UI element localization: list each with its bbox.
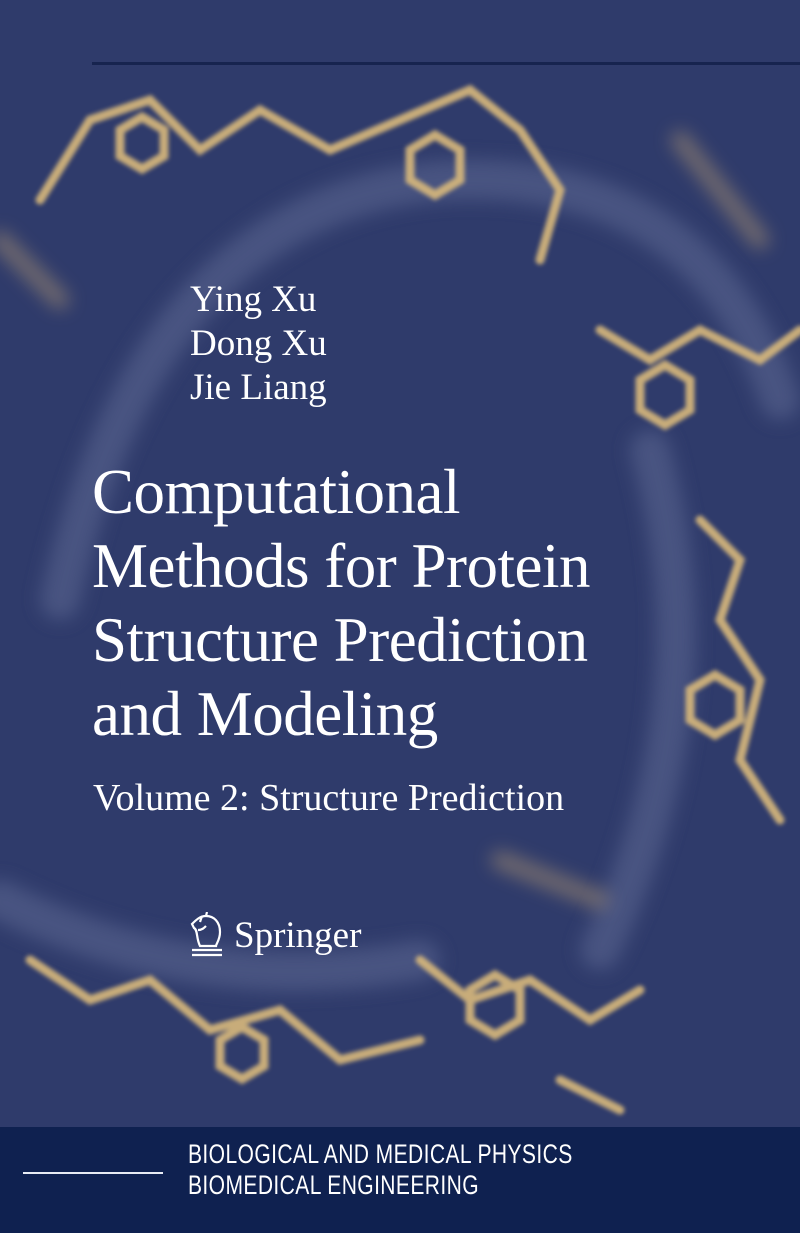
publisher-logo: Springer — [188, 912, 361, 958]
author-name: Jie Liang — [190, 367, 327, 408]
publisher-name: Springer — [234, 914, 362, 956]
title-line: Methods for Protein — [92, 531, 590, 601]
title-line: Computational — [92, 457, 460, 527]
author-list: Ying Xu Dong Xu Jie Liang — [190, 278, 327, 410]
series-name: BIOLOGICAL AND MEDICAL PHYSICS BIOMEDICA… — [188, 1139, 573, 1201]
title-line: and Modeling — [92, 679, 438, 749]
author-name: Dong Xu — [190, 323, 327, 364]
series-rule — [23, 1172, 163, 1174]
top-rule — [92, 62, 800, 65]
title-line: Structure Prediction — [92, 605, 588, 675]
book-title: Computational Methods for Protein Struct… — [92, 455, 590, 751]
series-line: BIOLOGICAL AND MEDICAL PHYSICS — [188, 1139, 573, 1169]
series-band: BIOLOGICAL AND MEDICAL PHYSICS BIOMEDICA… — [0, 1127, 800, 1233]
book-subtitle: Volume 2: Structure Prediction — [93, 777, 565, 819]
author-name: Ying Xu — [190, 279, 317, 320]
knight-horse-icon — [190, 912, 222, 957]
series-line: BIOMEDICAL ENGINEERING — [188, 1170, 479, 1200]
